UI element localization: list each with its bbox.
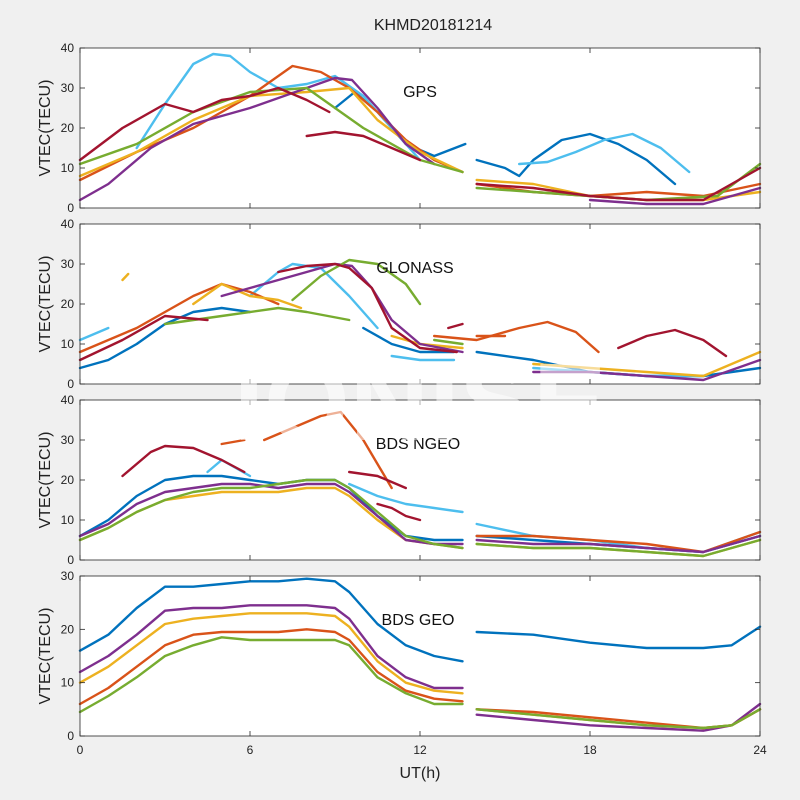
series-line <box>220 438 246 446</box>
series-line <box>532 350 762 378</box>
series-line <box>518 132 691 174</box>
series-line <box>135 52 422 162</box>
series-line <box>78 628 464 706</box>
panel-label: GPS <box>403 84 437 101</box>
series-line <box>348 470 407 490</box>
series-line <box>433 338 464 346</box>
series-line <box>475 166 762 202</box>
y-axis-label: VTEC(TECU) <box>37 432 54 529</box>
series-line <box>220 262 464 354</box>
series-line <box>277 262 458 354</box>
series-line <box>475 538 762 558</box>
y-axis-label: VTEC(TECU) <box>37 256 54 353</box>
figure-title: KHMD20181214 <box>374 17 492 34</box>
series-line <box>78 577 464 663</box>
panel-bds-ngeo: 0 10 20 30 40 BDS NGEO VTEC(TECU) <box>37 393 762 567</box>
plot-area <box>80 48 760 208</box>
y-tick-label: 20 <box>61 297 75 311</box>
y-tick-label: 10 <box>61 337 75 351</box>
series-line <box>588 186 762 206</box>
panel-label: BDS GEO <box>382 612 455 629</box>
panel-glonass: 0 10 20 30 40 GLONASS VTEC(TECU) <box>37 217 762 391</box>
series-line <box>78 612 464 695</box>
y-tick-label: 0 <box>67 553 74 567</box>
y-tick-label: 10 <box>61 161 75 175</box>
series-line <box>475 132 677 186</box>
series-line <box>121 272 130 282</box>
series-line <box>121 444 246 478</box>
y-axis-label: VTEC(TECU) <box>37 80 54 177</box>
series-line <box>376 502 422 522</box>
x-tick-label: 0 <box>77 743 84 757</box>
series-line <box>617 328 728 358</box>
series-line <box>305 130 422 162</box>
plot-area <box>80 576 760 736</box>
panel-bds-geo: 0 10 20 30 0 6 12 18 24 BDS GEO VTEC(TECU) <box>37 569 767 757</box>
x-tick-label: 24 <box>753 743 767 757</box>
x-tick-label: 6 <box>247 743 254 757</box>
series-line <box>447 322 464 330</box>
series-line <box>78 326 110 342</box>
y-tick-label: 30 <box>61 257 75 271</box>
series-line <box>291 258 422 306</box>
series-line <box>362 326 456 354</box>
y-tick-label: 0 <box>67 729 74 743</box>
panel-label: BDS NGEO <box>376 436 460 453</box>
series-line <box>433 320 600 354</box>
series-line <box>475 625 762 650</box>
y-tick-label: 10 <box>61 513 75 527</box>
series-line <box>78 636 464 714</box>
series-line <box>475 534 762 554</box>
y-tick-label: 0 <box>67 377 74 391</box>
series-line <box>78 478 464 550</box>
series-line <box>78 482 464 546</box>
series-line <box>78 86 331 162</box>
y-tick-label: 30 <box>61 433 75 447</box>
series-line <box>78 604 464 690</box>
series-line <box>390 354 456 362</box>
y-tick-label: 30 <box>61 569 75 583</box>
x-tick-label: 12 <box>413 743 427 757</box>
series-line <box>192 282 303 310</box>
plot-area <box>80 400 760 560</box>
y-tick-label: 40 <box>61 393 75 407</box>
y-axis-label: VTEC(TECU) <box>37 608 54 705</box>
x-axis-label: UT(h) <box>400 765 441 782</box>
series-line <box>532 358 762 382</box>
y-tick-label: 40 <box>61 41 75 55</box>
series-line <box>263 410 393 490</box>
y-tick-label: 40 <box>61 217 75 231</box>
y-tick-label: 20 <box>61 473 75 487</box>
series-line <box>348 482 464 514</box>
series-line <box>78 314 209 362</box>
series-line <box>78 86 464 174</box>
watermark: IONISE <box>234 341 607 464</box>
panel-gps: 0 10 20 30 40 GPS VTEC(TECU) <box>37 41 762 215</box>
y-tick-label: 0 <box>67 201 74 215</box>
y-tick-label: 30 <box>61 81 75 95</box>
series-line <box>78 282 280 354</box>
x-tick-label: 18 <box>583 743 597 757</box>
y-tick-label: 20 <box>61 622 75 636</box>
series-line <box>78 86 464 178</box>
panel-label: GLONASS <box>376 260 453 277</box>
y-tick-label: 10 <box>61 676 75 690</box>
series-line <box>475 708 762 730</box>
y-tick-label: 20 <box>61 121 75 135</box>
